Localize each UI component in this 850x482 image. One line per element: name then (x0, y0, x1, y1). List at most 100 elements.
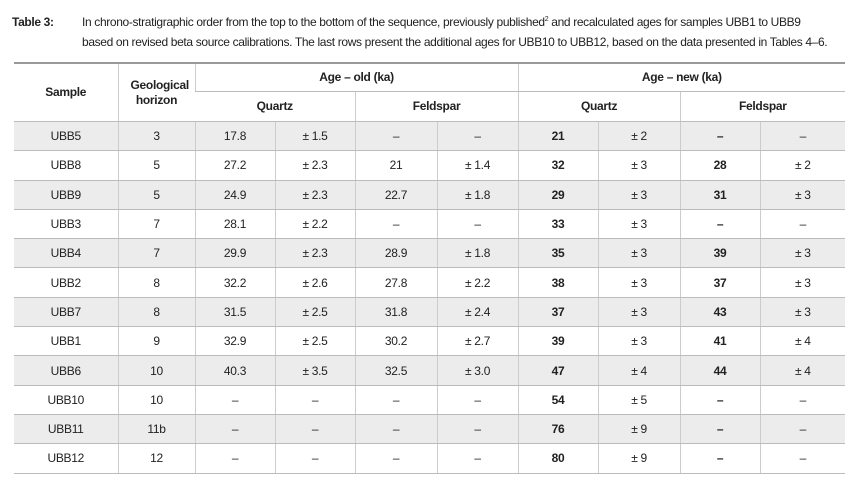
table-cell: – (194, 414, 275, 445)
table-cell: 21 (517, 121, 599, 152)
table-cell: ± 5 (597, 385, 681, 415)
table-cell: 37 (679, 267, 761, 298)
header-cell: Geological horizon (117, 62, 195, 122)
header-cell: Feldspar (354, 91, 519, 122)
table-cell: ± 3 (597, 209, 681, 240)
table-cell: 31.8 (354, 297, 437, 328)
caption-part: In chrono-stratigraphic order from the t… (82, 15, 545, 29)
data-table: Sample Geological horizon Age – old (ka)… (14, 62, 846, 474)
table-cell: ± 3 (759, 297, 846, 328)
header-cell: Sample (14, 62, 118, 122)
table-cell: – (759, 414, 846, 445)
table-cell: 76 (517, 414, 599, 445)
table-cell: ± 3 (597, 326, 681, 357)
table-cell: ± 3.5 (274, 355, 355, 386)
table-cell: ± 3 (597, 238, 681, 269)
table-cell: UBB3 (14, 209, 118, 240)
table-cell: UBB11 (14, 414, 118, 445)
table-cell: ± 1.5 (274, 121, 355, 152)
table-cell: 5 (117, 150, 195, 181)
table-cell: – (436, 443, 519, 474)
table-cell: ± 2.3 (274, 150, 355, 181)
table-cell: 33 (517, 209, 599, 240)
table-cell: ± 2.2 (436, 267, 519, 298)
table-cell: 28 (679, 150, 761, 181)
table-cell: 43 (679, 297, 761, 328)
table-cell: 7 (117, 209, 195, 240)
table-row: UBB10 10– – – –54 ± 5– – (14, 385, 846, 415)
table-cell: ± 2.2 (274, 209, 355, 240)
table-cell: ± 1.8 (436, 180, 519, 210)
table-cell: 41 (679, 326, 761, 357)
table-cell: – (759, 443, 846, 474)
table-row: UBB7 8 31.5 ± 2.5 31.8 ± 2.4 37 ± 3 43 ± 3 (14, 297, 846, 328)
table-cell: 35 (517, 238, 599, 269)
table-row: UBB6 10 40.3 ± 3.5 32.5 ± 3.0 47 ± 4 44 ± 4 (14, 355, 846, 386)
table-cell: ± 2.5 (274, 326, 355, 357)
table-cell: ± 3 (597, 267, 681, 298)
table-row: UBB4 7 29.9 ± 2.3 28.9 ± 1.8 35 ± 3 39 ± 3 (14, 238, 846, 269)
table-cell: 38 (517, 267, 599, 298)
table-cell: UBB12 (14, 443, 118, 474)
table-cell: – (759, 385, 846, 415)
table-cell: 40.3 (194, 355, 275, 386)
table-row: UBB11 11b – – – –76 ± 9– – (14, 414, 846, 445)
table-cell: 32 (517, 150, 599, 181)
table-cell: ± 3 (759, 238, 846, 269)
table-cell: 28.1 (194, 209, 275, 240)
table-cell: 10 (117, 385, 195, 415)
table-cell: ± 4 (759, 326, 846, 357)
table-cell: – (274, 385, 355, 415)
table-cell: – (194, 385, 275, 415)
table-cell: ± 2.7 (436, 326, 519, 357)
header-row: Quartz Feldspar Quartz Feldspar (14, 91, 846, 122)
table-cell: 11b (117, 414, 195, 445)
header-cell: Age – old (ka) (194, 62, 519, 92)
table-cell: – (759, 121, 846, 152)
table-cell: – (436, 121, 519, 152)
caption-label: Table 3: (12, 15, 54, 29)
table-cell: ± 1.4 (436, 150, 519, 181)
table-cell: – (354, 121, 437, 152)
table-cell: 17.8 (194, 121, 275, 152)
table-cell: – (354, 414, 437, 445)
table-cell: ± 3 (597, 297, 681, 328)
table-cell: ± 2.3 (274, 238, 355, 269)
table-cell: 8 (117, 267, 195, 298)
table-cell: ± 4 (597, 355, 681, 386)
table-cell: ± 3.0 (436, 355, 519, 386)
table-cell: – (354, 443, 437, 474)
caption-part: and recalculated ages for samples UBB1 t… (548, 15, 801, 29)
table-cell: – (759, 209, 846, 240)
table-cell: – (274, 414, 355, 445)
table-row: UBB9 5 24.9 ± 2.3 22.7 ± 1.8 29 ± 3 31 ± 3 (14, 180, 846, 210)
table-row: UBB5 3 17.8 ± 1.5– –21 ± 2– – (14, 121, 846, 152)
table-cell: 5 (117, 180, 195, 210)
table-cell: – (679, 443, 761, 474)
table-cell: 7 (117, 238, 195, 269)
table-cell: 32.5 (354, 355, 437, 386)
table-cell: 44 (679, 355, 761, 386)
table-cell: 39 (517, 326, 599, 357)
table-cell: 54 (517, 385, 599, 415)
header-cell: Quartz (517, 91, 681, 122)
table-cell: ± 2.6 (274, 267, 355, 298)
table-cell: ± 2.5 (274, 297, 355, 328)
table-cell: – (679, 385, 761, 415)
table-cell: ± 4 (759, 355, 846, 386)
caption-text: In chrono-stratigraphic order from the t… (82, 12, 828, 52)
table-cell: ± 2 (759, 150, 846, 181)
table-cell: 24.9 (194, 180, 275, 210)
header-cell: Quartz (195, 91, 355, 122)
table-row: UBB8 5 27.2 ± 2.3 21 ± 1.4 32 ± 3 28 ± 2 (14, 150, 846, 181)
caption-line: based on revised beta source calibration… (82, 35, 828, 49)
table-cell: 29 (517, 180, 599, 210)
table-cell: 29.9 (194, 238, 275, 269)
caption-line: In chrono-stratigraphic order from the t… (82, 12, 827, 32)
table-cell: ± 9 (597, 414, 681, 445)
table-row: UBB1 9 32.9 ± 2.5 30.2 ± 2.7 39 ± 3 41 ± 4 (14, 326, 846, 357)
table-cell: – (194, 443, 275, 474)
table-cell: UBB2 (14, 267, 118, 298)
table-cell: 3 (117, 121, 195, 152)
